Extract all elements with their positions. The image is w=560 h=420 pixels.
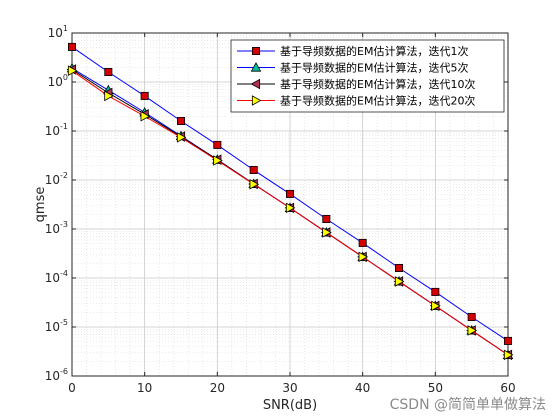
series-marker	[249, 165, 258, 174]
y-tick-label: 10-4	[45, 269, 68, 285]
series-marker	[467, 312, 476, 321]
axis-ticks: 0 10 20 30 40 50 6010110010-110-210-310-410-51…	[45, 24, 516, 395]
x-tick-label: 50	[428, 381, 443, 395]
series-marker	[250, 62, 262, 72]
y-tick-exponent: -6	[60, 367, 68, 376]
series-marker	[176, 132, 187, 143]
series-marker	[358, 251, 369, 263]
y-tick-base: 10	[45, 222, 60, 236]
y-tick-base: 10	[45, 271, 60, 285]
series-marker	[322, 214, 331, 223]
series-marker	[176, 116, 185, 125]
x-tick-label: 10	[137, 381, 152, 395]
y-tick-label: 10-2	[45, 171, 68, 187]
series-1	[68, 42, 512, 345]
legend-label: 基于导频数据的EM估计算法，迭代10次	[280, 77, 475, 91]
series-marker	[104, 90, 114, 102]
series-marker	[285, 202, 296, 214]
y-tick-exponent: -2	[60, 171, 68, 180]
series-marker	[322, 227, 332, 238]
series-marker	[503, 349, 514, 361]
y-tick-exponent: 1	[63, 24, 68, 33]
y-tick-base: 10	[45, 369, 60, 383]
y-tick-exponent: 0	[63, 73, 68, 82]
series-marker	[104, 67, 113, 76]
series-marker	[68, 42, 77, 51]
x-tick-label: 20	[210, 381, 225, 395]
y-tick-base: 10	[48, 26, 63, 40]
y-tick-base: 10	[45, 124, 60, 138]
y-tick-base: 10	[45, 320, 60, 334]
x-axis-label: SNR(dB)	[263, 398, 317, 413]
watermark: CSDN @简简单单做算法	[389, 397, 546, 413]
series-marker	[251, 47, 260, 56]
y-tick-label: 100	[48, 73, 68, 89]
legend: 基于导频数据的EM估计算法，迭代1次基于导频数据的EM估计算法，迭代5次基于导频…	[230, 39, 505, 113]
y-tick-label: 101	[48, 24, 68, 40]
legend-label: 基于导频数据的EM估计算法，迭代1次	[280, 44, 468, 58]
series-marker	[213, 155, 223, 166]
legend-entry: 基于导频数据的EM估计算法，迭代20次	[237, 94, 475, 108]
y-axis-label: qmse	[33, 187, 48, 223]
series-marker	[251, 95, 262, 106]
series-4	[67, 65, 514, 361]
y-tick-exponent: -1	[60, 122, 68, 131]
y-tick-label: 10-6	[45, 367, 68, 383]
series-marker	[140, 91, 149, 100]
y-tick-label: 10-3	[45, 220, 68, 236]
series-marker	[358, 238, 367, 247]
series-marker	[394, 263, 403, 272]
series-marker	[467, 325, 478, 336]
legend-label: 基于导频数据的EM估计算法，迭代20次	[280, 94, 475, 108]
series-marker	[431, 287, 440, 296]
series-marker	[250, 78, 261, 90]
y-tick-label: 10-5	[45, 318, 68, 334]
y-tick-exponent: -4	[60, 269, 68, 278]
y-tick-exponent: -5	[60, 318, 68, 327]
y-tick-label: 10-1	[45, 122, 68, 138]
legend-entry: 基于导频数据的EM估计算法，迭代1次	[237, 44, 468, 58]
x-tick-label: 0	[68, 381, 76, 395]
series-marker	[503, 336, 512, 345]
x-tick-label: 60	[500, 381, 515, 395]
y-tick-base: 10	[48, 75, 63, 89]
series-marker	[285, 189, 294, 198]
legend-entry: 基于导频数据的EM估计算法，迭代10次	[237, 77, 475, 91]
y-tick-exponent: -3	[60, 220, 68, 229]
x-tick-label: 40	[355, 381, 370, 395]
grid	[71, 32, 509, 377]
legend-entry: 基于导频数据的EM估计算法，迭代5次	[237, 61, 468, 75]
series-marker	[140, 110, 151, 122]
x-tick-label: 30	[282, 381, 297, 395]
y-tick-base: 10	[45, 173, 60, 187]
legend-box	[230, 39, 505, 113]
series-marker	[67, 65, 78, 76]
series-group	[66, 42, 514, 361]
series-marker	[213, 140, 222, 149]
series-marker	[394, 276, 405, 287]
series-marker	[249, 178, 260, 190]
series-marker	[431, 300, 441, 312]
legend-label: 基于导频数据的EM估计算法，迭代5次	[280, 61, 468, 75]
